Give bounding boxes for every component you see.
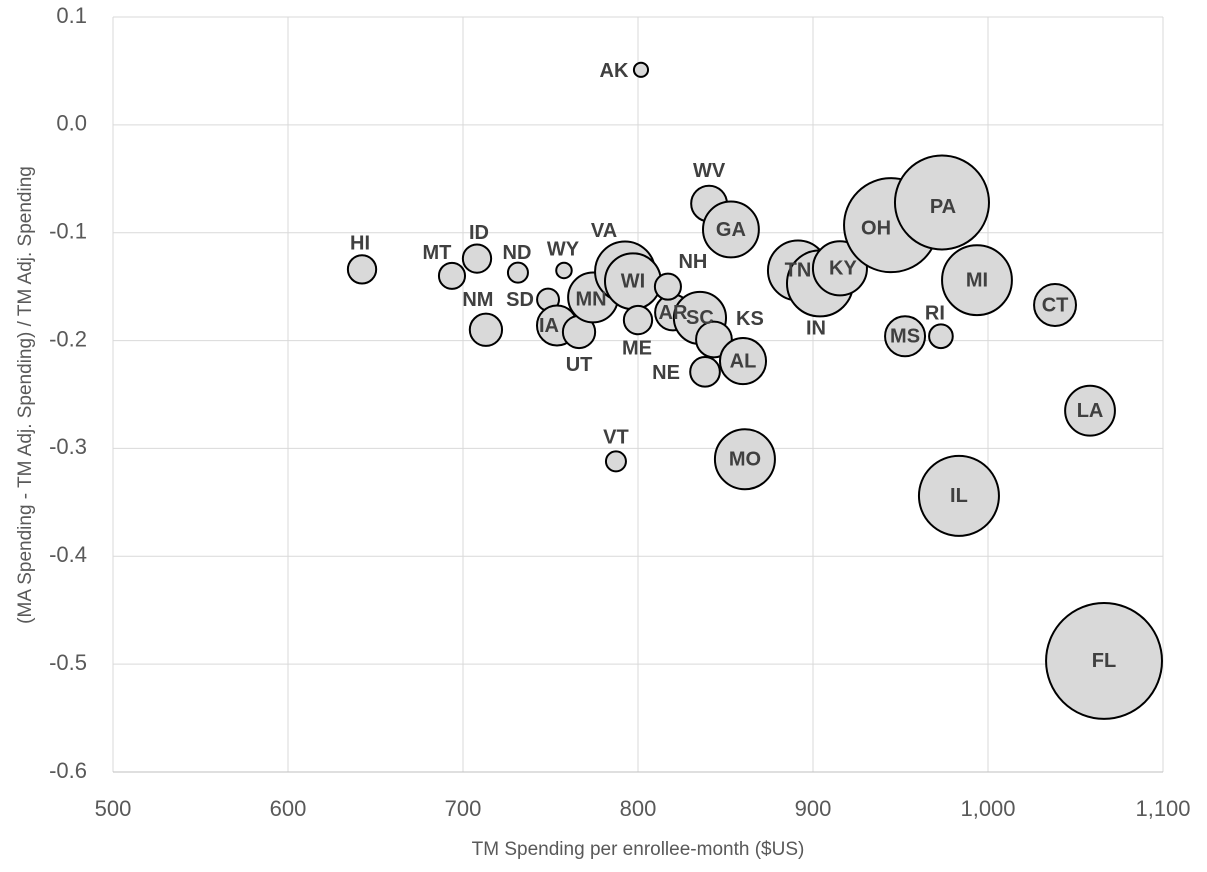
point-label: UT: [566, 354, 593, 376]
bubble: [346, 254, 378, 285]
point-label: KY: [829, 258, 857, 280]
point-label: NE: [652, 362, 680, 384]
x-tick-label: 1,100: [1135, 796, 1190, 821]
y-tick-label: 0.0: [56, 111, 87, 136]
bubble: [713, 428, 776, 491]
point-label: PA: [930, 196, 956, 218]
y-tick-label: -0.5: [49, 650, 87, 675]
point-label: MS: [890, 326, 920, 348]
y-tick-label: -0.1: [49, 219, 87, 244]
bubble: [928, 323, 954, 350]
bubble: [701, 200, 760, 259]
y-tick-label: -0.3: [49, 434, 87, 459]
point-label: IN: [806, 318, 826, 340]
point-label: IA: [539, 315, 559, 337]
point-label: TN: [785, 260, 812, 282]
bubble: [1064, 384, 1116, 437]
y-tick-label: 0.1: [56, 3, 87, 28]
x-tick-label: 500: [95, 796, 132, 821]
bubble: [622, 304, 654, 336]
point-label: IL: [950, 485, 968, 507]
bubble: [468, 312, 504, 347]
point-label: MN: [575, 289, 606, 311]
y-tick-label: -0.4: [49, 542, 87, 567]
point-label: SC: [686, 307, 714, 329]
bubble: [689, 356, 721, 388]
bubble: [718, 337, 768, 386]
bubble: [604, 450, 627, 473]
point-label: RI: [925, 303, 945, 325]
point-label: AR: [659, 302, 688, 324]
bubble: [632, 61, 650, 78]
x-tick-label: 900: [795, 796, 832, 821]
point-label: WV: [693, 160, 726, 182]
point-label: GA: [716, 219, 746, 241]
bubble: [437, 261, 467, 290]
point-label: LA: [1077, 400, 1104, 422]
bubble: [893, 154, 990, 251]
point-label: AK: [600, 60, 629, 82]
point-label: WY: [547, 239, 580, 261]
point-label: ME: [622, 337, 652, 359]
point-label: NH: [678, 251, 707, 273]
bubble: [461, 243, 493, 274]
x-tick-label: 1,000: [960, 796, 1015, 821]
point-label: NM: [462, 289, 493, 311]
x-tick-label: 700: [445, 796, 482, 821]
point-label: MI: [966, 269, 988, 291]
bubble: [917, 454, 1000, 537]
point-label: VT: [603, 427, 629, 449]
point-label: ID: [469, 222, 489, 244]
point-label: MT: [423, 242, 452, 264]
bubble: [1033, 283, 1078, 327]
point-label: CT: [1042, 294, 1069, 316]
point-label: SD: [506, 289, 534, 311]
bubble: [941, 244, 1013, 317]
bubble: [653, 272, 682, 301]
point-label: MO: [729, 448, 761, 470]
point-label: VA: [591, 220, 617, 242]
bubble: [506, 261, 529, 284]
x-tick-label: 800: [620, 796, 657, 821]
point-label: HI: [350, 233, 370, 255]
y-axis-title: (MA Spending - TM Adj. Spending) / TM Ad…: [15, 166, 36, 624]
point-label: AL: [730, 350, 757, 372]
y-tick-label: -0.2: [49, 326, 87, 351]
point-label: WI: [621, 271, 645, 293]
bubble: [884, 315, 927, 358]
x-tick-label: 600: [270, 796, 307, 821]
bubble: [555, 261, 573, 280]
point-label: FL: [1092, 650, 1116, 672]
y-tick-label: -0.6: [49, 758, 87, 783]
point-label: ND: [503, 242, 532, 264]
point-label: KS: [736, 308, 764, 330]
bubble: [1045, 601, 1163, 720]
x-axis-title: TM Spending per enrollee-month ($US): [472, 839, 805, 860]
point-label: OH: [861, 217, 891, 239]
